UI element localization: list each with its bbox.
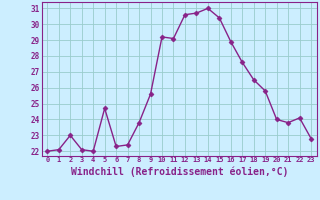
X-axis label: Windchill (Refroidissement éolien,°C): Windchill (Refroidissement éolien,°C) [70,166,288,177]
